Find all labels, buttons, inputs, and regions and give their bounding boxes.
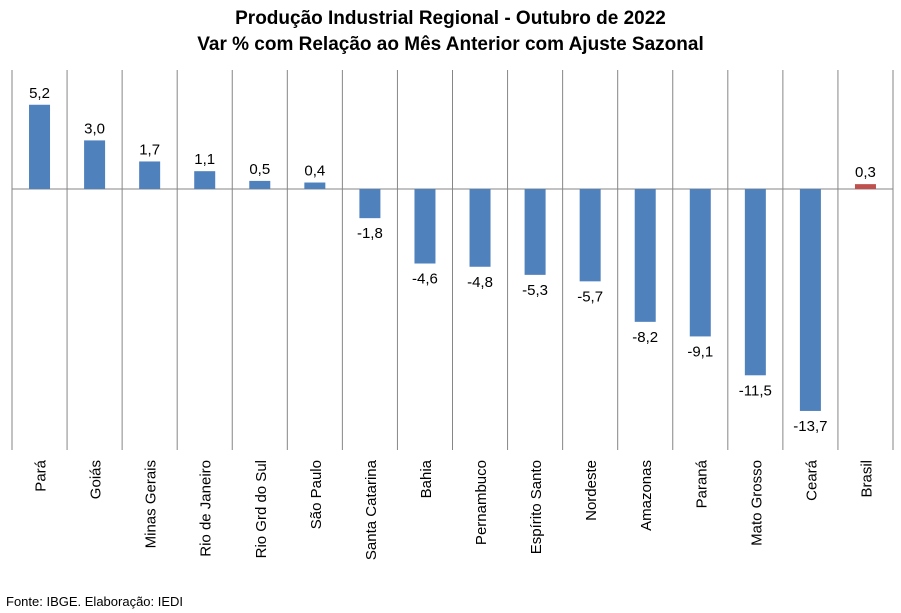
chart-title: Produção Industrial Regional - Outubro d… — [0, 6, 901, 58]
bar-santa-catarina — [359, 189, 381, 219]
data-label-pernambuco: -4,8 — [467, 274, 493, 291]
bar-mato-grosso — [744, 189, 766, 376]
data-label-rio-grd-do-sul: 0,5 — [249, 161, 270, 178]
data-label-espirito-santo: -5,3 — [522, 282, 548, 299]
bar-minas-gerais — [139, 161, 161, 189]
chart-title-line1: Produção Industrial Regional - Outubro d… — [235, 8, 666, 29]
data-label-santa-catarina: -1,8 — [357, 225, 383, 242]
bar-para — [29, 104, 51, 189]
bar-rio-grd-do-sul — [249, 180, 271, 189]
category-label-mato-grosso: Mato Grosso — [748, 460, 765, 546]
data-label-rio-de-janeiro: 1,1 — [194, 151, 215, 168]
category-label-para: Pará — [33, 459, 50, 491]
data-label-bahia: -4,6 — [412, 271, 438, 288]
category-label-santa-catarina: Santa Catarina — [363, 459, 380, 560]
category-label-nordeste: Nordeste — [583, 460, 600, 521]
data-label-ceara: -13,7 — [793, 418, 827, 435]
bar-pernambuco — [469, 189, 491, 267]
data-label-para: 5,2 — [29, 85, 50, 102]
category-label-parana: Paraná — [693, 459, 710, 508]
category-label-pernambuco: Pernambuco — [473, 460, 490, 545]
category-label-minas-gerais: Minas Gerais — [143, 460, 160, 548]
category-label-espirito-santo: Espírito Santo — [528, 460, 545, 554]
bar-bahia — [414, 189, 436, 264]
data-label-goias: 3,0 — [84, 120, 105, 137]
category-label-rio-de-janeiro: Rio de Janeiro — [198, 460, 215, 557]
bar-amazonas — [634, 189, 656, 322]
bar-espirito-santo — [524, 189, 546, 275]
data-label-amazonas: -8,2 — [632, 329, 658, 346]
bar-parana — [689, 189, 711, 337]
data-label-parana: -9,1 — [687, 343, 713, 360]
chart-subtitle: Var % com Relação ao Mês Anterior com Aj… — [197, 34, 704, 55]
bar-goias — [84, 140, 106, 189]
category-label-bahia: Bahia — [418, 459, 435, 498]
data-label-sao-paulo: 0,4 — [304, 163, 325, 180]
bar-brasil — [854, 184, 876, 189]
bar-ceara — [799, 189, 821, 411]
data-label-nordeste: -5,7 — [577, 288, 603, 305]
bar-rio-de-janeiro — [194, 171, 216, 189]
bar-sao-paulo — [304, 182, 326, 189]
source-note: Fonte: IBGE. Elaboração: IEDI — [6, 594, 184, 609]
category-label-ceara: Ceará — [803, 459, 820, 501]
category-label-sao-paulo: São Paulo — [308, 460, 325, 529]
category-label-amazonas: Amazonas — [638, 460, 655, 531]
bar-nordeste — [579, 189, 601, 282]
data-label-brasil: 0,3 — [855, 164, 876, 181]
data-label-mato-grosso: -11,5 — [739, 382, 772, 399]
category-label-rio-grd-do-sul: Rio Grd do Sul — [253, 460, 270, 558]
data-label-minas-gerais: 1,7 — [139, 141, 160, 158]
category-label-goias: Goiás — [88, 460, 105, 499]
category-label-brasil: Brasil — [858, 460, 875, 498]
